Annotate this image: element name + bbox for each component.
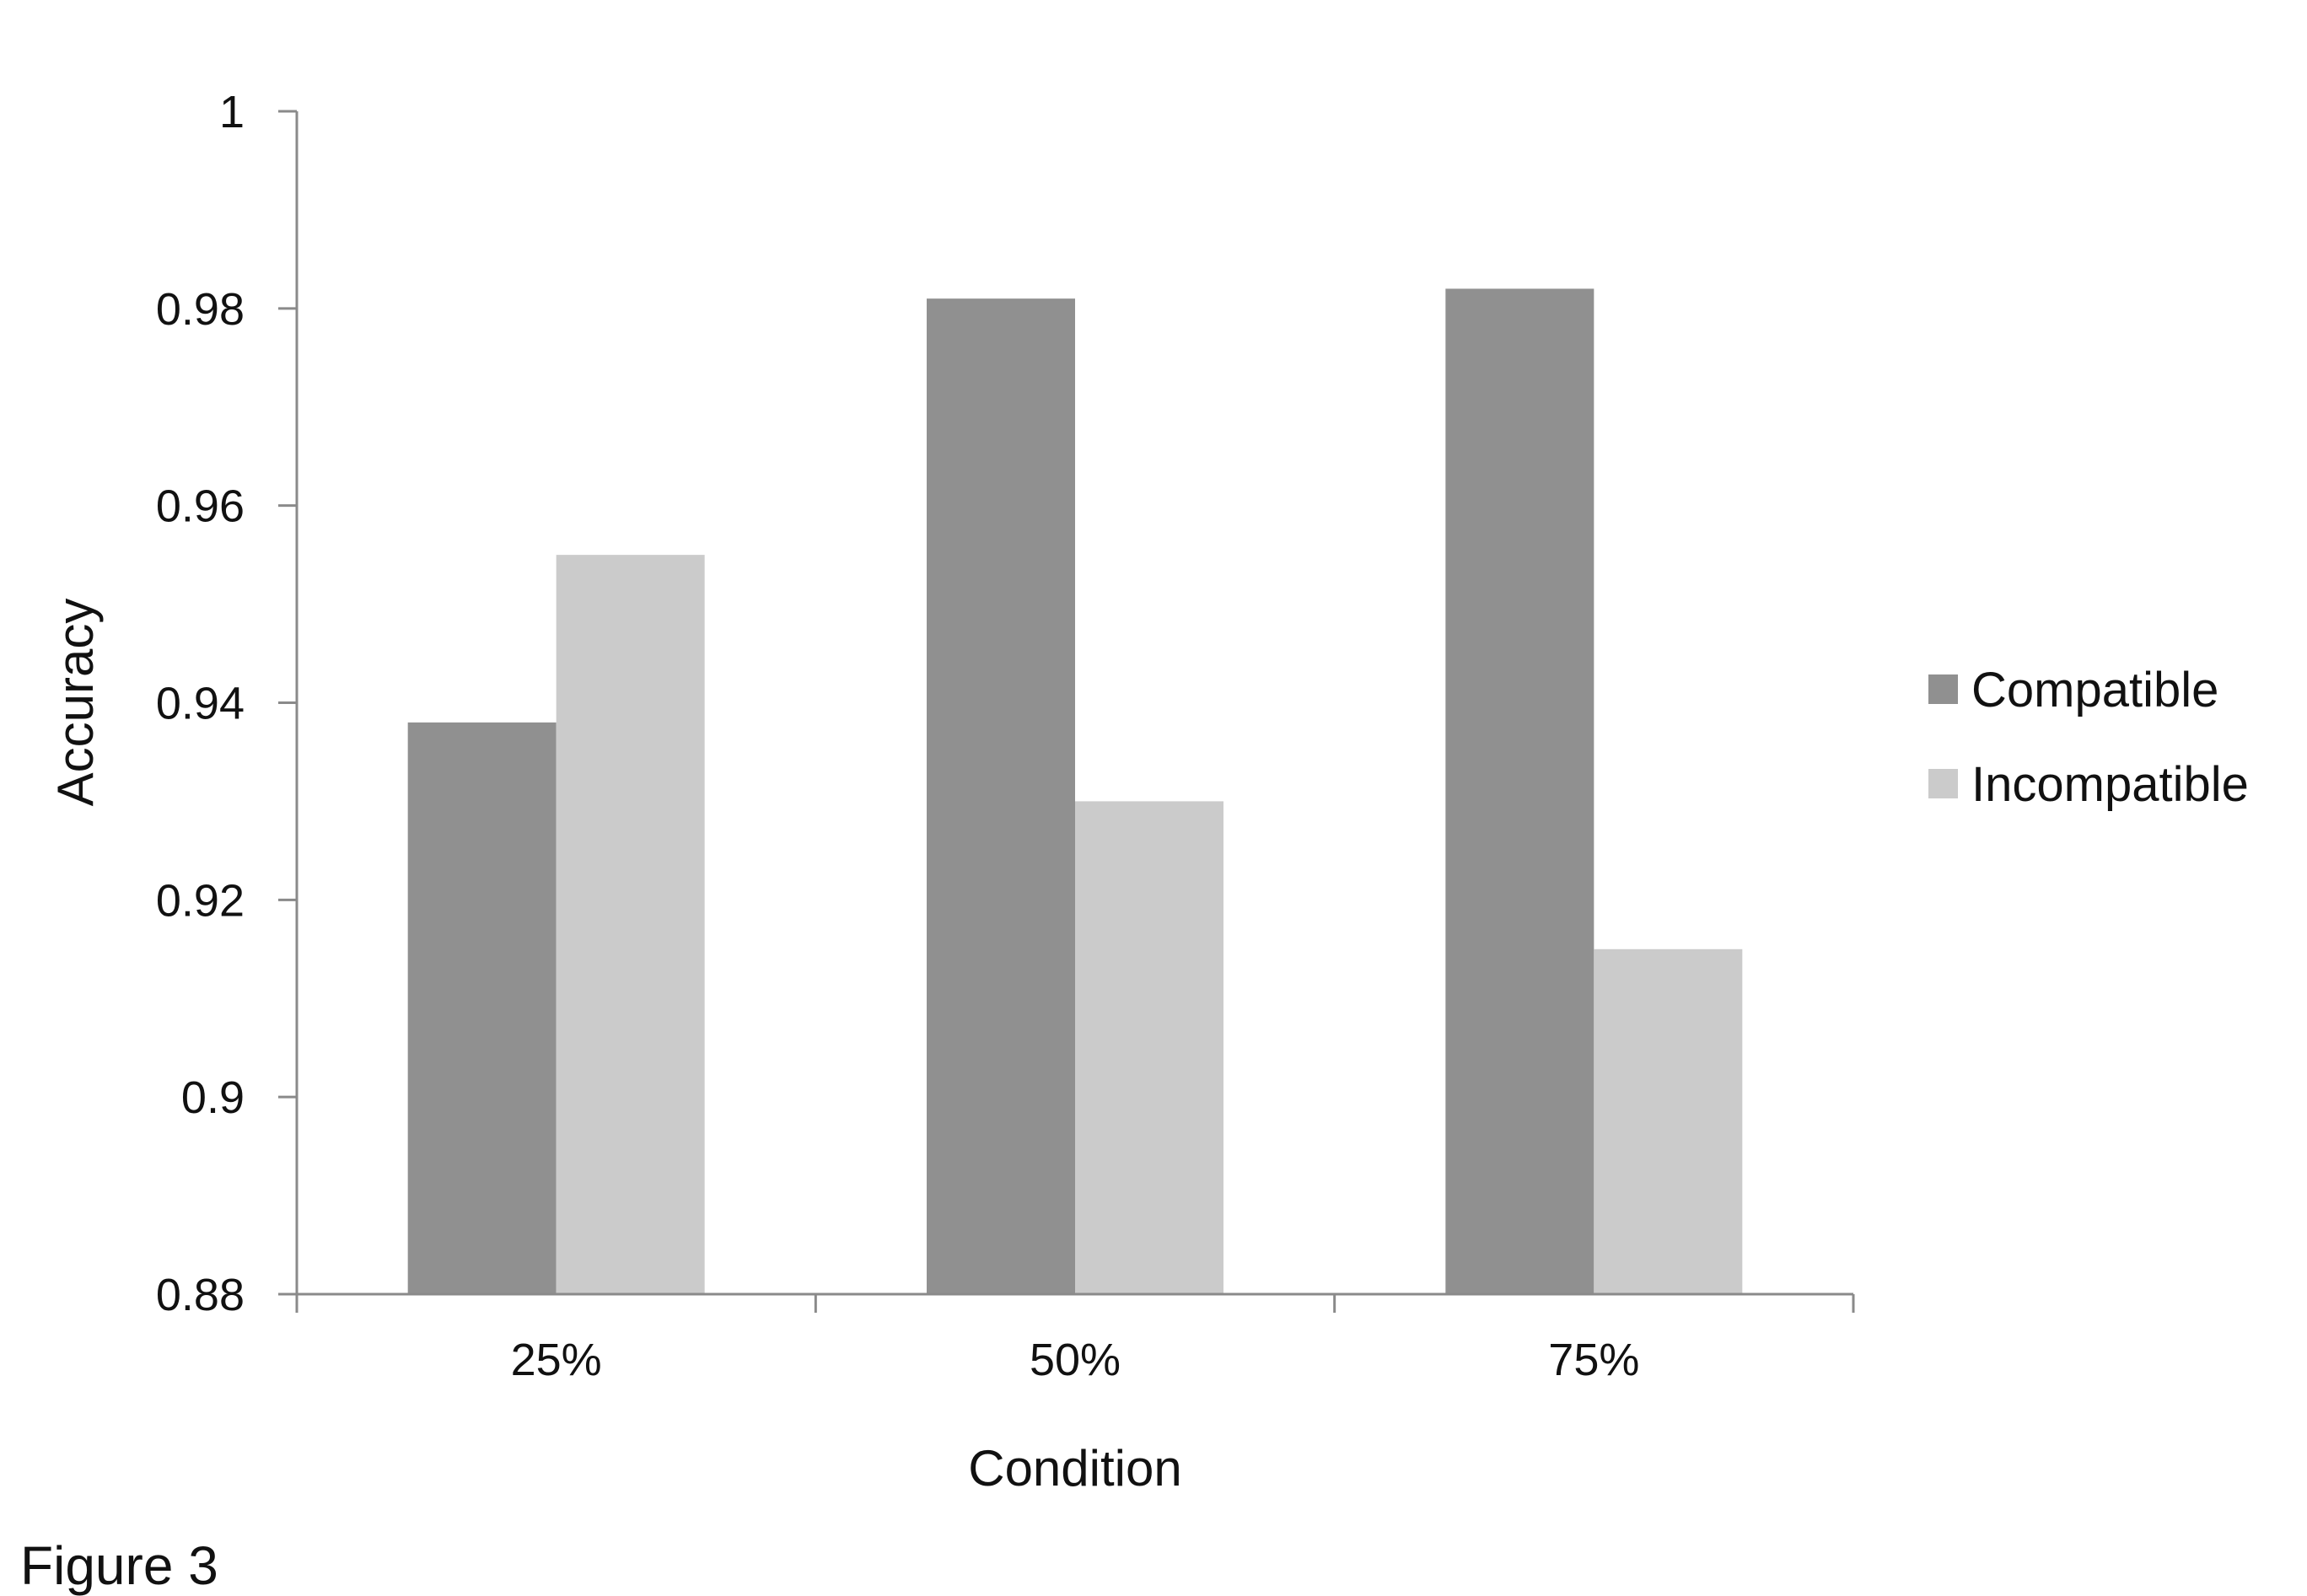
bar-compatible-1 (927, 298, 1075, 1295)
y-tick-label: 1 (219, 87, 245, 137)
bars-layer (407, 288, 1743, 1295)
legend-swatch-compatible (1928, 674, 1958, 704)
x-axis-title: Condition (968, 1440, 1182, 1497)
legend: Compatible Incompatible (1928, 663, 2249, 812)
bar-incompatible-0 (556, 555, 705, 1294)
x-tick-label: 25% (511, 1335, 602, 1385)
legend-label-incompatible: Incompatible (1971, 757, 2249, 812)
bar-compatible-2 (1445, 288, 1594, 1295)
x-tick-label: 50% (1030, 1335, 1121, 1385)
x-tick-label: 75% (1548, 1335, 1639, 1385)
y-axis-title: Accuracy (47, 599, 104, 807)
bar-incompatible-2 (1594, 948, 1743, 1294)
y-tick-label: 0.9 (181, 1072, 245, 1123)
bar-incompatible-1 (1075, 801, 1223, 1294)
y-tick-label: 0.92 (156, 875, 245, 926)
y-axis-ticks: 0.88 0.9 0.92 0.94 0.96 0.98 1 (156, 87, 297, 1320)
legend-swatch-incompatible (1928, 769, 1958, 798)
legend-label-compatible: Compatible (1971, 663, 2218, 717)
y-tick-label: 0.88 (156, 1270, 245, 1320)
y-tick-label: 0.94 (156, 679, 245, 729)
bar-compatible-0 (407, 722, 557, 1294)
figure-label: Figure 3 (20, 1535, 218, 1596)
y-tick-label: 0.98 (156, 284, 245, 335)
x-axis-ticks: 25% 50% 75% (295, 1294, 1855, 1385)
y-tick-label: 0.96 (156, 481, 245, 532)
